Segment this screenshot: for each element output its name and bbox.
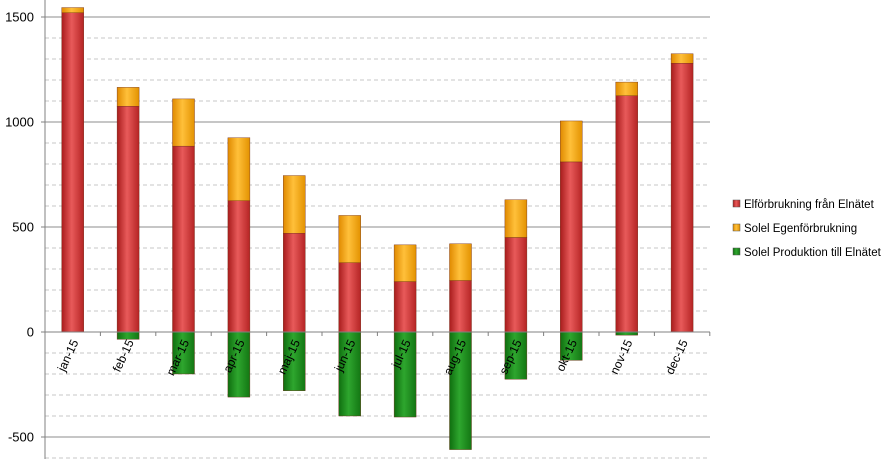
bar-jul-15-series-0 bbox=[393, 281, 417, 333]
legend: Elförbrukning från Elnätet Solel Egenförb… bbox=[732, 199, 882, 259]
bar-jun-15-series-0 bbox=[338, 262, 361, 333]
x-tick-label: nov-15 bbox=[607, 337, 635, 376]
bar-dec-15-series-0 bbox=[670, 63, 694, 333]
bar-nov-15-series-0 bbox=[615, 95, 638, 333]
bar-aug-15-series-0 bbox=[449, 280, 472, 333]
bar-jan-15-series-0 bbox=[61, 12, 84, 333]
y-tick-label: 0 bbox=[27, 325, 34, 340]
bar-sep-15-series-0 bbox=[504, 237, 528, 333]
bar-jan-15-series-1 bbox=[61, 7, 84, 14]
legend-label-1: Solel Egenförbrukning bbox=[744, 223, 857, 235]
legend-label-0: Elförbrukning från Elnätet bbox=[744, 199, 875, 211]
bar-maj-15-series-1 bbox=[283, 175, 306, 234]
bar-apr-15-series-1 bbox=[227, 137, 251, 201]
x-tick-label: feb-15 bbox=[110, 337, 137, 374]
bar-feb-15-series-2 bbox=[116, 331, 140, 340]
bar-apr-15-series-0 bbox=[227, 200, 251, 333]
y-tick-label: 500 bbox=[12, 220, 34, 235]
gridlines bbox=[45, 16, 710, 459]
legend-swatch-1 bbox=[732, 223, 741, 232]
bar-okt-15-series-1 bbox=[560, 120, 583, 163]
bar-feb-15-series-0 bbox=[116, 106, 140, 333]
bar-sep-15-series-1 bbox=[504, 199, 528, 238]
bars bbox=[61, 7, 694, 450]
y-tick-label: 1000 bbox=[5, 115, 34, 130]
legend-label-2: Solel Produktion till Elnätet bbox=[744, 247, 882, 259]
bar-nov-15-series-1 bbox=[615, 81, 638, 96]
bar-feb-15-series-1 bbox=[116, 87, 140, 107]
bar-dec-15-series-1 bbox=[670, 53, 694, 64]
bar-jun-15-series-1 bbox=[338, 215, 361, 263]
bar-aug-15-series-1 bbox=[449, 243, 472, 281]
bar-jul-15-series-1 bbox=[393, 244, 417, 282]
x-tick-label: jan-15 bbox=[54, 337, 81, 374]
bar-mar-15-series-1 bbox=[172, 98, 195, 147]
y-tick-label: 1500 bbox=[5, 10, 34, 25]
y-tick-label: -500 bbox=[8, 430, 34, 445]
bar-mar-15-series-0 bbox=[172, 145, 195, 333]
bar-maj-15-series-0 bbox=[283, 233, 306, 333]
x-tick-label: dec-15 bbox=[663, 337, 691, 376]
legend-swatch-2 bbox=[732, 247, 741, 256]
legend-swatch-0 bbox=[732, 199, 741, 208]
bar-okt-15-series-0 bbox=[560, 161, 583, 333]
